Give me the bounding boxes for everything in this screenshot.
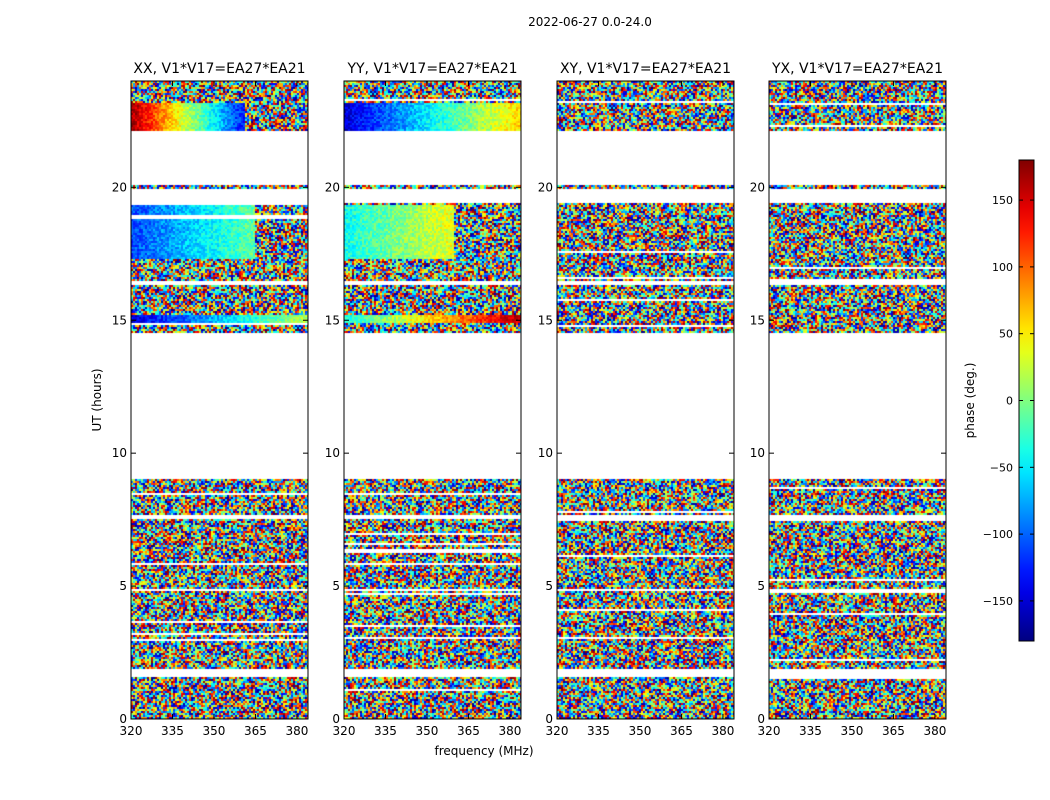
x-tick-label: 365 bbox=[882, 724, 905, 738]
y-tick-label: 10 bbox=[112, 446, 127, 460]
heatmap-panel: XX, V1*V17=EA27*EA21 320 335 350 365 380 0 5 10 1… bbox=[90, 61, 309, 738]
phase-image bbox=[769, 81, 946, 719]
x-tick-label: 350 bbox=[629, 724, 652, 738]
y-tick-label: 5 bbox=[757, 579, 765, 593]
axes-frame bbox=[556, 80, 735, 720]
heatmap-panel: YX, V1*V17=EA27*EA21 320 335 350 365 380 0 5 10 1… bbox=[750, 61, 947, 738]
phase-image bbox=[131, 81, 308, 719]
x-tick-label: 320 bbox=[758, 724, 781, 738]
y-tick-label: 15 bbox=[750, 313, 765, 327]
x-tick-label: 350 bbox=[416, 724, 439, 738]
colorbar: 150 100 50 0 −50 −100 −150 phase (deg.) bbox=[963, 159, 1035, 642]
x-tick-label: 350 bbox=[841, 724, 864, 738]
x-tick-label: 335 bbox=[374, 724, 397, 738]
x-tick-label: 335 bbox=[799, 724, 822, 738]
phase-image bbox=[344, 81, 521, 719]
axes-frame bbox=[130, 80, 309, 720]
colorbar-tick-label: 0 bbox=[1006, 395, 1013, 408]
panel-title: XY, V1*V17=EA27*EA21 bbox=[560, 61, 731, 77]
colorbar-tick-label: −100 bbox=[983, 528, 1013, 541]
y-tick-label: 20 bbox=[112, 180, 127, 194]
x-tick-label: 335 bbox=[161, 724, 184, 738]
panel-title: YY, V1*V17=EA27*EA21 bbox=[346, 61, 517, 77]
x-tick-label: 365 bbox=[457, 724, 480, 738]
x-tick-label: 350 bbox=[203, 724, 226, 738]
x-tick-label: 320 bbox=[120, 724, 143, 738]
x-axis-label: frequency (MHz) bbox=[434, 744, 533, 758]
y-tick-label: 15 bbox=[112, 313, 127, 327]
x-tick-label: 320 bbox=[333, 724, 356, 738]
y-tick-label: 20 bbox=[325, 180, 340, 194]
y-axis-label: UT (hours) bbox=[90, 368, 104, 431]
x-tick-label: 365 bbox=[670, 724, 693, 738]
heatmap-panel: YY, V1*V17=EA27*EA21 320 335 350 365 380 0 5 10 1… bbox=[325, 61, 534, 758]
panel-title: YX, V1*V17=EA27*EA21 bbox=[771, 61, 943, 77]
y-tick-label: 15 bbox=[325, 313, 340, 327]
y-tick-label: 0 bbox=[545, 712, 553, 726]
y-tick-label: 5 bbox=[545, 579, 553, 593]
figure-title: 2022-06-27 0.0-24.0 bbox=[528, 15, 652, 29]
y-tick-label: 20 bbox=[750, 180, 765, 194]
panel-title: XX, V1*V17=EA27*EA21 bbox=[133, 61, 305, 77]
axes-frame bbox=[768, 80, 947, 720]
axes-frame bbox=[343, 80, 522, 720]
y-tick-label: 15 bbox=[538, 313, 553, 327]
y-tick-label: 0 bbox=[332, 712, 340, 726]
y-tick-label: 10 bbox=[325, 446, 340, 460]
colorbar-label: phase (deg.) bbox=[963, 363, 977, 439]
x-tick-label: 380 bbox=[285, 724, 308, 738]
y-tick-label: 5 bbox=[332, 579, 340, 593]
colorbar-tick-label: 100 bbox=[992, 261, 1013, 274]
colorbar-tick-label: 150 bbox=[992, 194, 1013, 207]
x-tick-label: 380 bbox=[923, 724, 946, 738]
heatmap-panel: XY, V1*V17=EA27*EA21 320 335 350 365 380 0 5 10 1… bbox=[538, 61, 735, 738]
phase-image bbox=[557, 81, 734, 719]
y-tick-label: 10 bbox=[750, 446, 765, 460]
y-tick-label: 10 bbox=[538, 446, 553, 460]
x-tick-label: 380 bbox=[498, 724, 521, 738]
x-tick-label: 335 bbox=[587, 724, 610, 738]
y-tick-label: 0 bbox=[119, 712, 127, 726]
x-tick-label: 380 bbox=[711, 724, 734, 738]
panels-group: XX, V1*V17=EA27*EA21 320 335 350 365 380 0 5 10 1… bbox=[90, 61, 947, 758]
y-tick-label: 20 bbox=[538, 180, 553, 194]
colorbar-tick-label: −50 bbox=[990, 461, 1013, 474]
x-tick-label: 365 bbox=[244, 724, 267, 738]
x-tick-label: 320 bbox=[546, 724, 569, 738]
y-tick-label: 5 bbox=[119, 579, 127, 593]
colorbar-tick-label: −150 bbox=[983, 595, 1013, 608]
colorbar-tick-label: 50 bbox=[999, 328, 1013, 341]
y-tick-label: 0 bbox=[757, 712, 765, 726]
